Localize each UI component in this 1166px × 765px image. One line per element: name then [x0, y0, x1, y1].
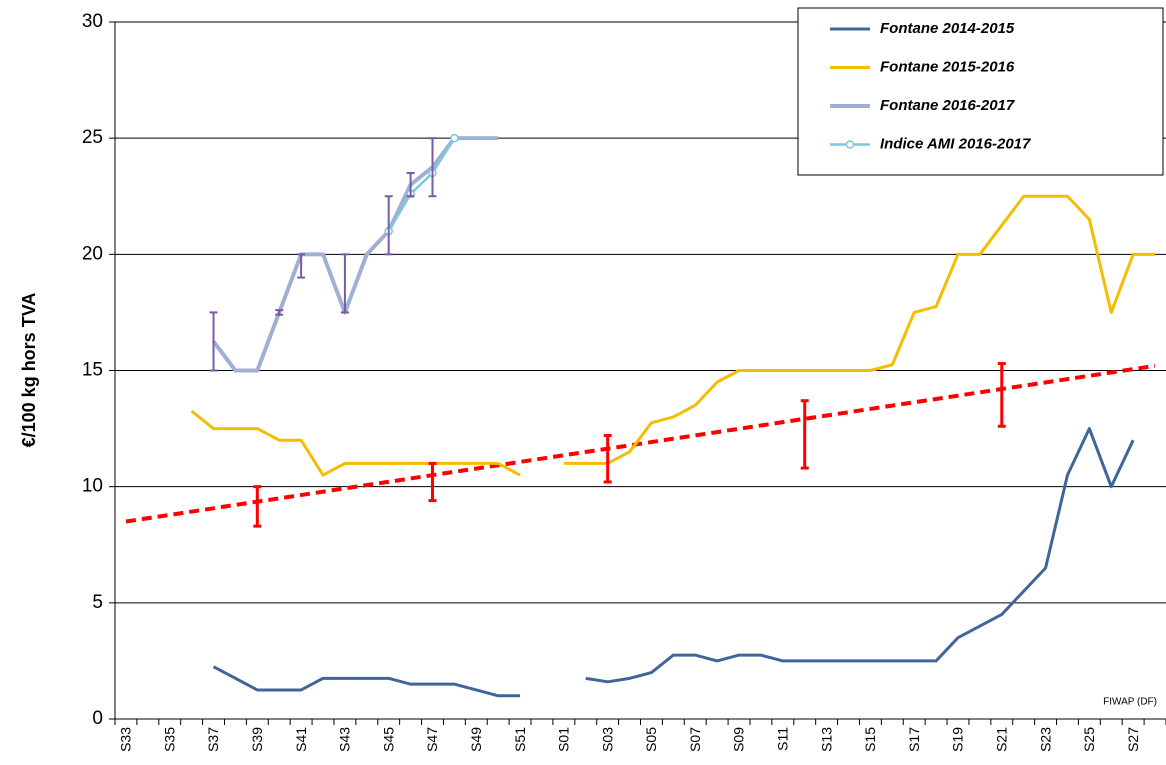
series-line: [190, 194, 1156, 477]
series-line: [212, 427, 1135, 698]
legend-marker: [845, 140, 855, 149]
error-bar: [603, 434, 612, 484]
x-tick-label: S45: [380, 727, 396, 752]
y-tick-label: 5: [92, 592, 103, 613]
x-tick-label: S11: [775, 727, 791, 751]
x-tick-label: S35: [161, 727, 177, 752]
error-bar: [384, 195, 393, 256]
error-bar: [428, 461, 437, 503]
x-tick-label: S15: [862, 727, 878, 752]
error-bar: [209, 311, 218, 372]
legend-box: [797, 7, 1164, 176]
series-marker: [450, 133, 459, 143]
x-tick-label: S27: [1125, 727, 1141, 752]
error-bar: [253, 485, 262, 528]
error-bar: [406, 172, 415, 198]
x-tick-label: S21: [993, 727, 1009, 752]
legend-label: Fontane 2016-2017: [880, 97, 1015, 114]
x-tick-label: S23: [1037, 727, 1053, 752]
x-tick-label: S39: [249, 727, 265, 752]
error-bar: [340, 253, 349, 314]
y-tick-label: 25: [82, 127, 103, 148]
y-tick-label: 30: [82, 11, 103, 32]
x-tick-label: S51: [512, 727, 528, 752]
error-bar: [997, 362, 1006, 428]
error-bar: [800, 399, 809, 470]
trendline: [125, 363, 1156, 524]
series-line: [387, 137, 456, 232]
legend-label: Fontane 2014-2015: [880, 20, 1015, 37]
x-tick-label: S01: [556, 727, 572, 752]
y-tick-label: 15: [82, 360, 103, 381]
x-tick-label: S17: [906, 727, 922, 752]
error-bar: [297, 253, 306, 279]
x-tick-label: S49: [468, 727, 484, 752]
x-tick-label: S13: [818, 727, 834, 752]
legend-label: Indice AMI 2016-2017: [880, 135, 1031, 152]
legend-label: Fontane 2015-2016: [880, 58, 1015, 75]
y-tick-label: 0: [92, 708, 103, 729]
x-tick-label: S05: [643, 727, 659, 752]
y-tick-label: 20: [82, 243, 103, 264]
x-tick-label: S25: [1081, 727, 1097, 752]
x-tick-label: S43: [337, 727, 353, 752]
x-tick-label: S03: [599, 727, 615, 752]
y-axis-label: €/100 kg hors TVA: [19, 293, 39, 448]
x-tick-label: S33: [118, 727, 134, 752]
x-tick-label: S47: [424, 727, 440, 752]
y-tick-label: 10: [82, 476, 103, 497]
x-tick-label: S07: [687, 727, 703, 752]
error-bar: [275, 309, 284, 316]
x-tick-label: S41: [293, 727, 309, 752]
x-tick-label: S09: [731, 727, 747, 752]
source-note: FIWAP (DF): [1103, 697, 1157, 708]
error-bar: [428, 137, 437, 198]
x-tick-label: S19: [950, 727, 966, 752]
x-tick-label: S37: [205, 727, 221, 752]
